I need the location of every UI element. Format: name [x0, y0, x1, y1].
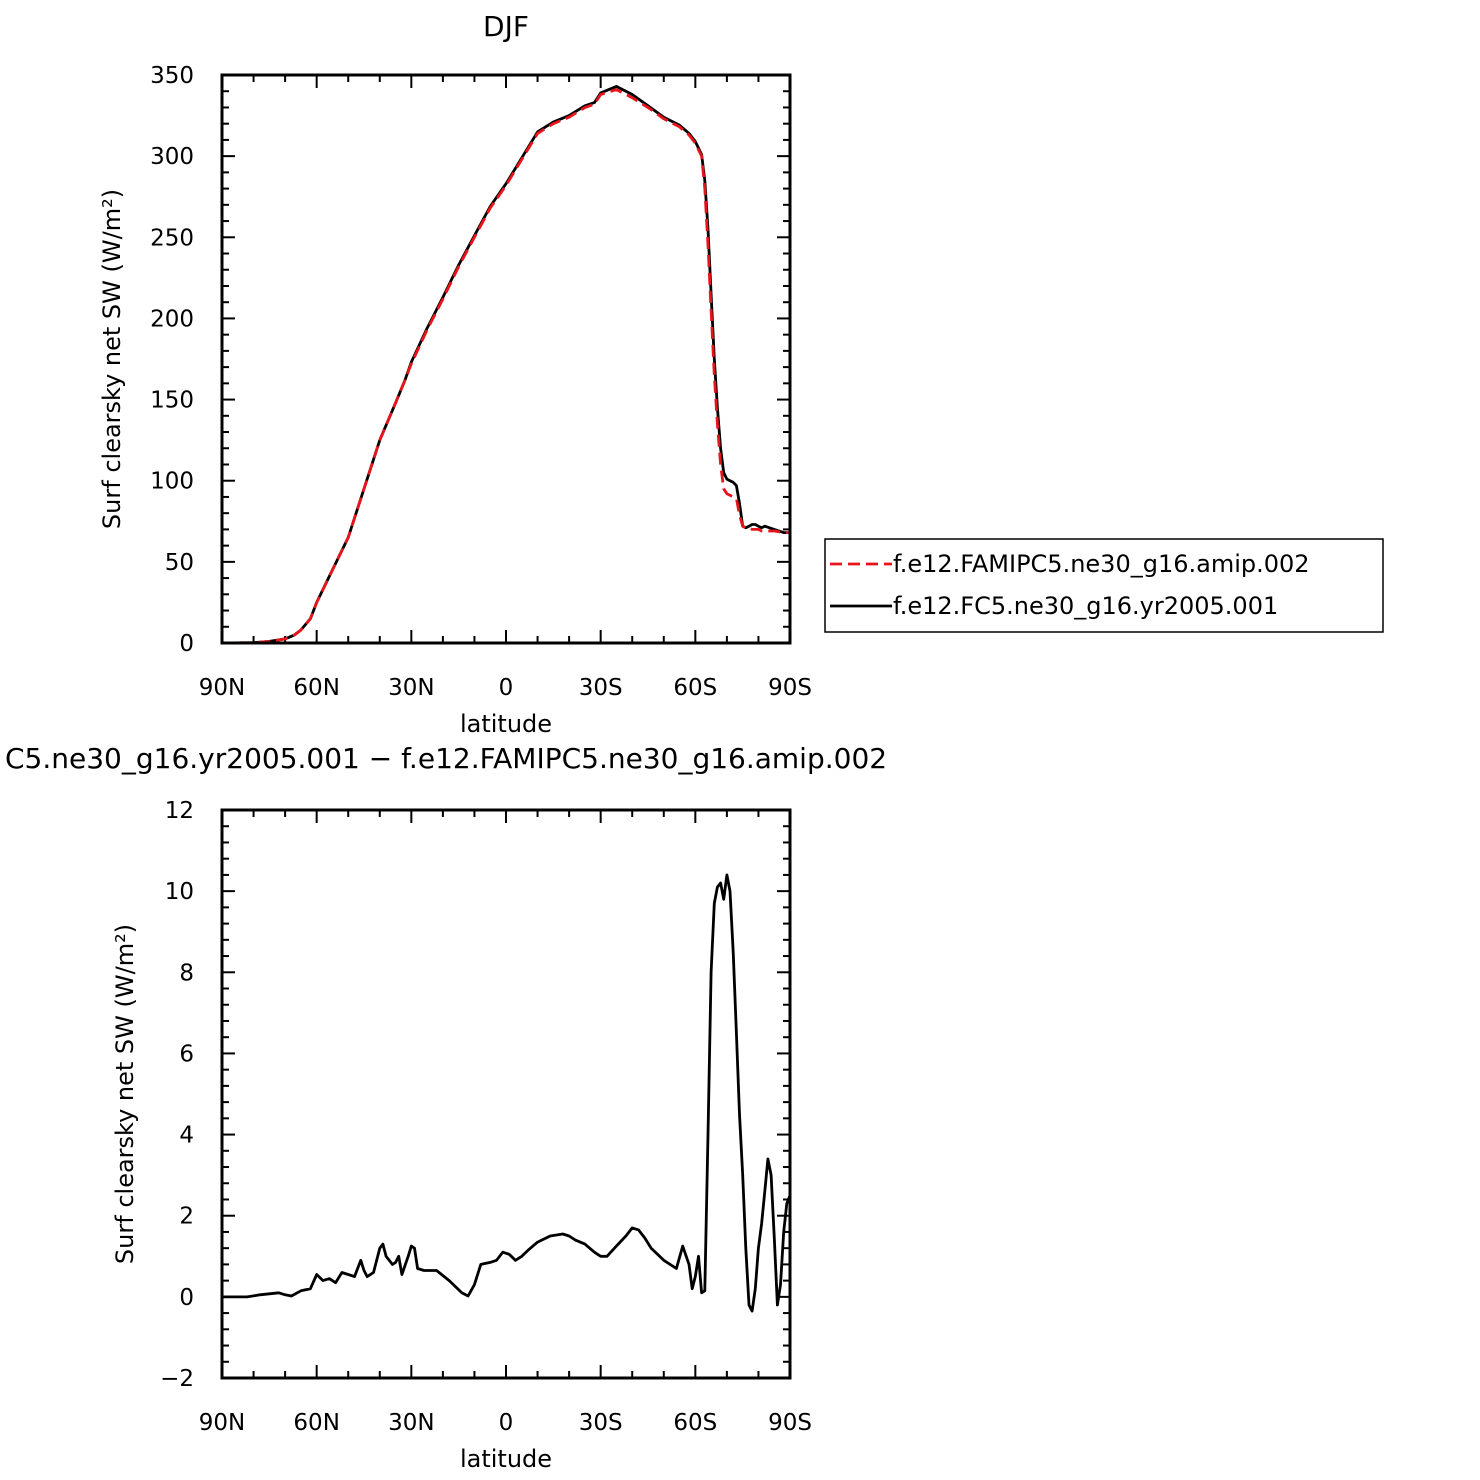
y-tick-label: 4 [179, 1123, 194, 1149]
top-axis-ticks [221, 74, 791, 644]
y-tick-label: −2 [160, 1366, 194, 1392]
top-y-tick-labels: 0 50 100 150 200 250 300 350 [150, 63, 194, 657]
series-line-0-1 [221, 85, 790, 645]
legend-label-amip: f.e12.FAMIPC5.ne30_g16.amip.002 [893, 550, 1310, 578]
series-line-1-0 [222, 873, 792, 1313]
bottom-x-tick-labels: 90N 60N 30N 0 30S 60S 90S [199, 1410, 812, 1436]
legend: f.e12.FAMIPC5.ne30_g16.amip.002 f.e12.FC… [824, 538, 1384, 633]
bottom-y-tick-labels: −2 0 2 4 6 8 10 12 [160, 798, 194, 1392]
bottom-panel: C5.ne30_g16.yr2005.001 − f.e12.FAMIPC5.n… [5, 742, 887, 1473]
y-tick-label: 200 [150, 306, 194, 332]
bottom-series-lines [222, 873, 792, 1313]
x-tick-label: 60N [293, 1410, 339, 1436]
y-tick-label: 8 [179, 960, 194, 986]
y-tick-label: 100 [150, 469, 194, 495]
x-tick-label: 60S [673, 675, 717, 701]
legend-box [824, 538, 1384, 633]
bottom-y-axis-title: Surf clearsky net SW (W/m²) [111, 924, 139, 1264]
top-chart-title: DJF [483, 10, 529, 43]
bottom-chart-title: C5.ne30_g16.yr2005.001 − f.e12.FAMIPC5.n… [5, 742, 887, 775]
x-tick-label: 30N [388, 675, 434, 701]
bottom-x-axis-title: latitude [460, 1445, 552, 1473]
y-tick-label: 0 [179, 631, 194, 657]
y-tick-label: 300 [150, 144, 194, 170]
top-panel: DJF 90N 60N 30N 0 30S 60S 90S 0 50 100 150 200 250 3… [98, 10, 812, 738]
y-tick-label: 150 [150, 388, 194, 414]
y-tick-label: 50 [165, 550, 194, 576]
y-tick-label: 2 [179, 1204, 194, 1230]
bottom-plot-frame [220, 808, 792, 1380]
y-tick-label: 12 [165, 798, 194, 824]
top-plot-frame [220, 73, 792, 645]
x-tick-label: 90S [768, 675, 812, 701]
y-tick-label: 350 [150, 63, 194, 89]
x-tick-label: 30N [388, 1410, 434, 1436]
x-tick-label: 60S [673, 1410, 717, 1436]
y-tick-label: 250 [150, 225, 194, 251]
series-line-0-0 [221, 88, 790, 645]
x-tick-label: 90S [768, 1410, 812, 1436]
top-series-lines [221, 85, 790, 645]
y-tick-label: 10 [165, 879, 194, 905]
x-tick-label: 0 [499, 675, 514, 701]
x-tick-label: 90N [199, 675, 245, 701]
x-tick-label: 90N [199, 1410, 245, 1436]
x-tick-label: 30S [579, 1410, 623, 1436]
top-x-tick-labels: 90N 60N 30N 0 30S 60S 90S [199, 675, 812, 701]
x-tick-label: 60N [293, 675, 339, 701]
bottom-axis-ticks [221, 809, 791, 1379]
x-tick-label: 0 [499, 1410, 514, 1436]
top-y-axis-title: Surf clearsky net SW (W/m²) [98, 189, 126, 529]
y-tick-label: 0 [179, 1285, 194, 1311]
top-x-axis-title: latitude [460, 710, 552, 738]
x-tick-label: 30S [579, 675, 623, 701]
y-tick-label: 6 [179, 1041, 194, 1067]
legend-label-fc5: f.e12.FC5.ne30_g16.yr2005.001 [893, 592, 1278, 620]
